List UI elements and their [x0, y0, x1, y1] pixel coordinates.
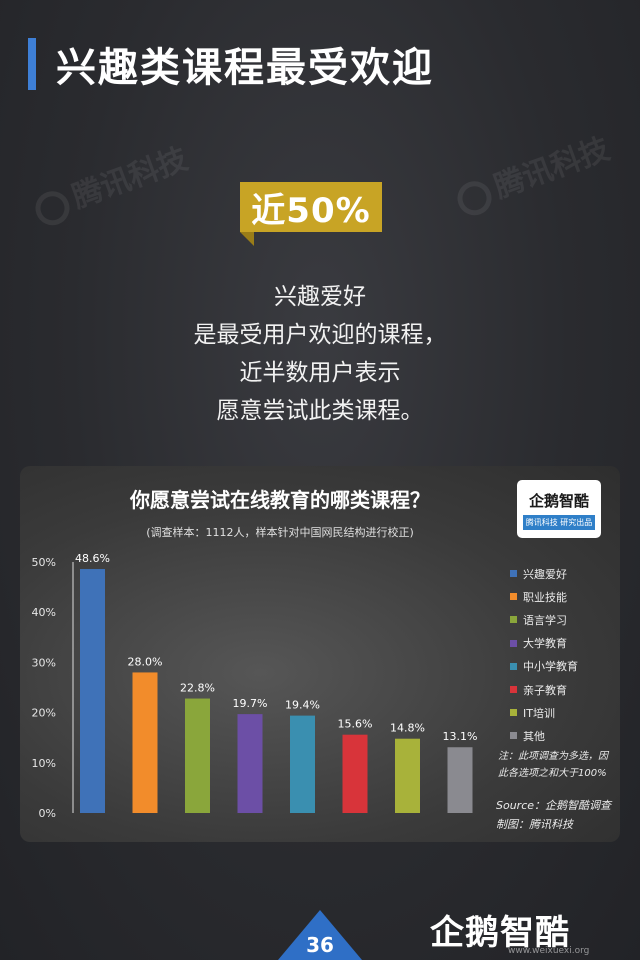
- bar-4: [237, 714, 263, 813]
- data-label: 14.8%: [390, 722, 425, 735]
- title-accent-bar: [28, 38, 36, 90]
- y-tick-label: 10%: [32, 757, 56, 770]
- legend-swatch: [510, 662, 517, 670]
- data-label: 28.0%: [128, 655, 163, 668]
- legend-label: 亲子教育: [523, 683, 567, 697]
- bar-6: [342, 734, 368, 813]
- data-label: 19.7%: [233, 697, 268, 710]
- chart-title: 你愿意尝试在线教育的哪类课程？: [130, 488, 430, 512]
- source-line: 制图：腾讯科技: [496, 818, 573, 831]
- chart-panel: 你愿意尝试在线教育的哪类课程？ (调查样本：1112人，样本针对中国网民结构进行…: [20, 466, 620, 842]
- page-number-marker: [278, 910, 362, 960]
- legend-label: 其他: [523, 729, 545, 743]
- legend-item: IT培训: [510, 701, 578, 724]
- data-label: 22.8%: [180, 682, 215, 695]
- legend-item: 其他: [510, 724, 578, 747]
- legend-item: 职业技能: [510, 585, 578, 608]
- legend-label: IT培训: [523, 706, 555, 720]
- bar-7: [395, 738, 420, 813]
- brand-logo-name: 企鹅智酷: [528, 492, 589, 510]
- legend-swatch: [510, 616, 517, 624]
- legend-label: 语言学习: [523, 613, 567, 627]
- legend-label: 兴趣爱好: [523, 567, 567, 581]
- legend-swatch: [510, 732, 517, 740]
- legend-item: 亲子教育: [510, 678, 578, 701]
- legend-swatch: [510, 686, 517, 694]
- legend-label: 大学教育: [523, 637, 567, 651]
- chart-source: Source：企鹅智酷调查 制图：腾讯科技: [496, 796, 611, 834]
- legend-swatch: [510, 570, 517, 578]
- data-label: 13.1%: [443, 730, 478, 743]
- source-line: Source：企鹅智酷调查: [496, 799, 612, 812]
- corner-brand: 企鹅智酷: [430, 913, 570, 953]
- description-line: 是最受用户欢迎的课程，: [193, 322, 447, 348]
- watermark: 腾讯科技: [449, 124, 614, 220]
- data-label: 19.4%: [285, 699, 320, 712]
- legend-swatch: [510, 709, 517, 717]
- page-header: 兴趣类课程最受欢迎: [28, 38, 434, 91]
- page-number: 36: [306, 933, 334, 957]
- data-label: 48.6%: [75, 552, 110, 565]
- legend-swatch: [510, 593, 517, 601]
- chart-subtitle: (调查样本：1112人，样本针对中国网民结构进行校正): [146, 526, 414, 539]
- brand-logo-tag: 腾讯科技 研究出品: [523, 515, 595, 530]
- description-line: 愿意尝试此类课程。: [216, 398, 424, 424]
- bar-1: [80, 569, 105, 813]
- legend-item: 兴趣爱好: [510, 562, 578, 585]
- data-label: 15.6%: [338, 718, 373, 731]
- legend-label: 中小学教育: [523, 660, 578, 674]
- description-line: 兴趣爱好: [274, 284, 366, 310]
- chart-legend: 兴趣爱好职业技能语言学习大学教育中小学教育亲子教育 IT培训其他: [510, 562, 578, 748]
- bar-3: [185, 698, 210, 813]
- corner-site: www.weixuexi.org: [508, 946, 590, 956]
- y-tick-label: 40%: [32, 606, 56, 619]
- legend-swatch: [510, 639, 517, 647]
- bar-2: [132, 672, 158, 813]
- page-title: 兴趣类课程最受欢迎: [56, 45, 434, 91]
- y-tick-label: 30%: [32, 656, 56, 669]
- description-text: 兴趣爱好 是最受用户欢迎的课程， 近半数用户表示 愿意尝试此类课程。: [0, 278, 640, 430]
- bar-5: [290, 715, 315, 813]
- y-tick-label: 0%: [39, 807, 56, 820]
- watermark: 腾讯科技: [27, 134, 192, 230]
- bar-chart: 0% 10% 20% 30% 40% 50% 48.6% 28.0% 22.8% 19.7% 19.…: [32, 552, 478, 820]
- legend-item: 语言学习: [510, 608, 578, 631]
- highlight-badge: 近50%: [240, 182, 382, 246]
- chart-note: 注：此项调查为多选，因 此各选项之和大于100%: [498, 748, 608, 782]
- legend-item: 大学教育: [510, 632, 578, 655]
- legend-item: 中小学教育: [510, 655, 578, 678]
- note-line: 此各选项之和大于100%: [498, 768, 607, 779]
- brand-logo: 企鹅智酷 腾讯科技 研究出品: [517, 480, 601, 538]
- note-line: 注：此项调查为多选，因: [498, 751, 608, 762]
- bar-8: [447, 747, 473, 813]
- y-tick-label: 50%: [32, 556, 56, 569]
- description-line: 近半数用户表示: [239, 360, 401, 386]
- legend-label: 职业技能: [523, 590, 567, 604]
- y-tick-label: 20%: [32, 707, 56, 720]
